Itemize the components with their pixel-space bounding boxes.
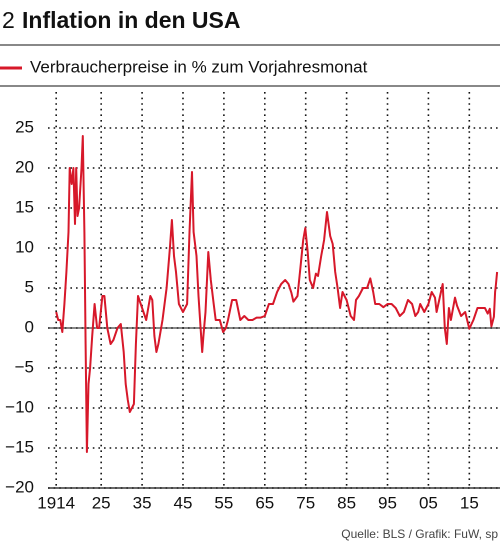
x-tick-label: 75	[296, 493, 315, 512]
x-tick-label: 15	[460, 493, 479, 512]
x-tick-label: 35	[133, 493, 152, 512]
x-tick-label: 65	[255, 493, 274, 512]
x-tick-label: 55	[214, 493, 233, 512]
y-tick-label: 10	[15, 237, 34, 256]
chart-title: Inflation in den USA	[22, 7, 241, 33]
x-tick-label: 95	[378, 493, 397, 512]
y-tick-label: −20	[5, 477, 34, 496]
y-tick-label: 20	[15, 157, 34, 176]
x-tick-label: 45	[174, 493, 193, 512]
x-tick-label: 05	[419, 493, 438, 512]
y-tick-label: −10	[5, 397, 34, 416]
legend-label: Verbraucherpreise in % zum Vorjahresmona…	[30, 57, 368, 76]
y-tick-label: 0	[25, 317, 34, 336]
y-tick-label: −5	[15, 357, 34, 376]
x-tick-label: 1914	[37, 493, 75, 512]
x-tick-label: 25	[92, 493, 111, 512]
line-series	[55, 135, 499, 453]
y-tick-label: 5	[25, 277, 34, 296]
y-tick-label: 25	[15, 117, 34, 136]
source: Quelle: BLS / Grafik: FuW, sp	[341, 527, 498, 541]
y-tick-label: 15	[15, 197, 34, 216]
y-tick-label: −15	[5, 437, 34, 456]
chart-number: 2	[2, 7, 15, 33]
x-tick-label: 85	[337, 493, 356, 512]
